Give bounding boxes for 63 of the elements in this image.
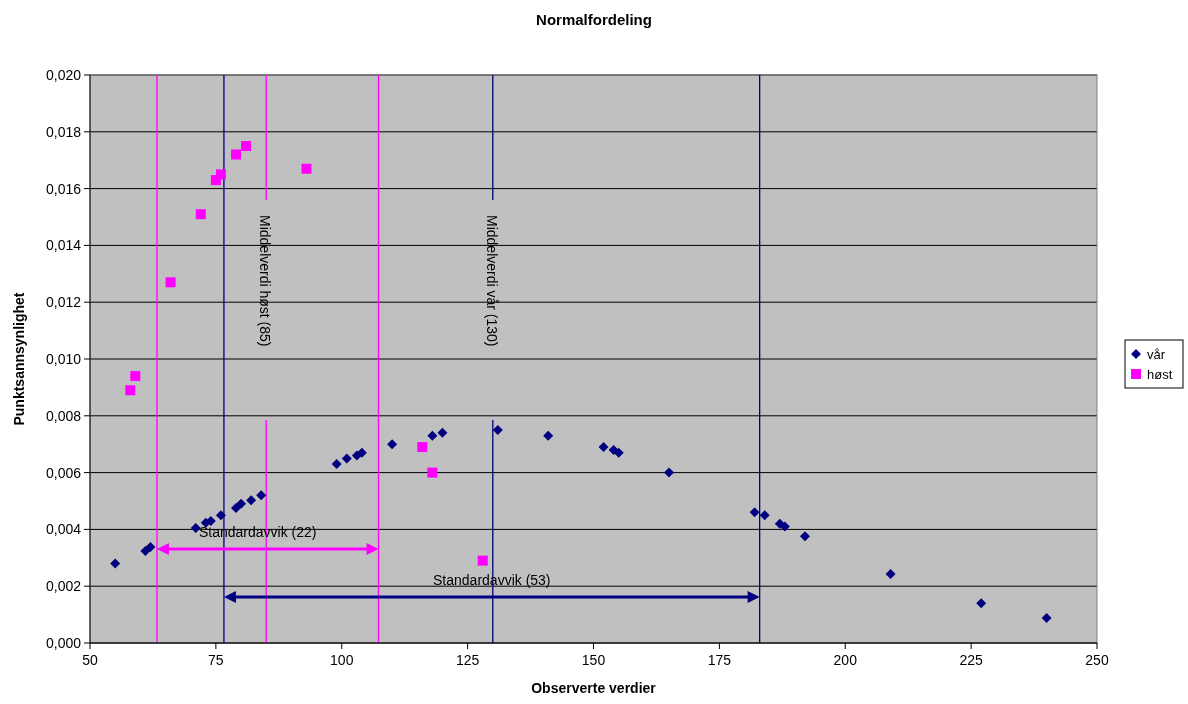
point xyxy=(543,430,554,441)
point xyxy=(145,542,156,553)
point xyxy=(301,163,312,174)
point xyxy=(236,498,247,509)
point xyxy=(664,467,675,478)
point xyxy=(331,459,342,470)
point xyxy=(799,531,810,542)
y-tick-label: 0,006 xyxy=(45,464,82,481)
ref-line-label: Middelverdi vår (130) xyxy=(483,215,500,347)
y-tick-label: 0,008 xyxy=(45,407,82,424)
point xyxy=(976,598,987,609)
x-tick-label: 100 xyxy=(330,652,354,668)
point xyxy=(749,507,760,518)
legend-label: høst xyxy=(1147,367,1173,382)
y-tick-label: 0,004 xyxy=(45,521,82,538)
y-tick-label: 0,010 xyxy=(45,351,82,367)
point xyxy=(231,503,242,514)
y-tick-label: 0,018 xyxy=(45,123,82,140)
point xyxy=(427,430,438,441)
point xyxy=(417,442,428,453)
point xyxy=(241,141,252,151)
point xyxy=(341,453,352,464)
point xyxy=(140,545,151,556)
x-tick-label: 250 xyxy=(1085,652,1109,668)
point xyxy=(1041,613,1052,624)
point xyxy=(110,558,121,569)
point xyxy=(759,510,770,521)
point xyxy=(387,439,398,450)
x-axis-title: Observerte verdier xyxy=(531,680,657,696)
y-tick-label: 0,002 xyxy=(45,578,82,595)
point xyxy=(477,555,488,566)
x-tick-label: 75 xyxy=(208,652,224,668)
y-tick-label: 0,000 xyxy=(45,635,82,651)
y-axis-title: Punktsannsynlighet xyxy=(11,292,27,426)
x-tick-label: 50 xyxy=(82,652,98,668)
point xyxy=(165,277,176,288)
point xyxy=(437,427,448,438)
y-tick-label: 0,012 xyxy=(45,294,82,311)
legend-label: vår xyxy=(1147,347,1166,362)
chart-title: Normalfordeling xyxy=(536,11,652,28)
point xyxy=(246,495,257,506)
x-tick-label: 200 xyxy=(833,652,858,668)
x-tick-label: 150 xyxy=(581,652,606,668)
x-tick-label: 175 xyxy=(707,652,732,668)
y-tick-label: 0,016 xyxy=(45,180,82,197)
point xyxy=(598,442,609,453)
point xyxy=(613,447,624,458)
point xyxy=(215,510,226,521)
point xyxy=(130,371,141,382)
point xyxy=(215,169,226,180)
point xyxy=(190,522,201,533)
y-tick-label: 0,020 xyxy=(45,67,82,83)
point xyxy=(195,209,206,220)
x-tick-label: 125 xyxy=(455,652,480,668)
point xyxy=(231,149,242,160)
x-tick-label: 225 xyxy=(959,652,984,668)
point xyxy=(427,467,438,478)
point xyxy=(492,425,503,435)
ref-line-label: Middelverdi høst (85) xyxy=(257,215,274,347)
point xyxy=(885,568,896,579)
point xyxy=(125,385,136,396)
y-tick-label: 0,014 xyxy=(45,237,82,254)
point xyxy=(256,490,267,501)
